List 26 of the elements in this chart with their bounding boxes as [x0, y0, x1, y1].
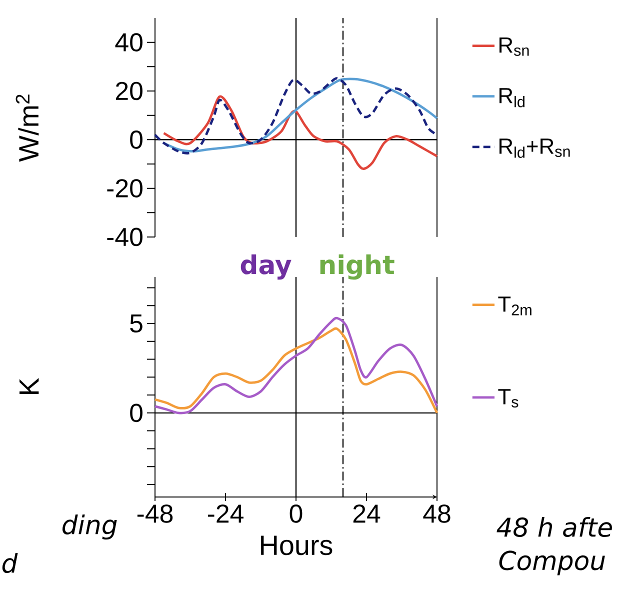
y-axis-title: K: [20, 378, 39, 394]
text: d: [2, 552, 18, 573]
y-tick-label: 40: [115, 33, 142, 52]
y-tick-label: -20: [107, 179, 142, 198]
annotation: day: [240, 254, 292, 280]
y-tick-label: 0: [130, 404, 142, 422]
text: 48 h afte: [496, 516, 612, 537]
x-tick-label: 48: [423, 504, 450, 523]
x-tick-label: -48: [137, 504, 173, 523]
y-tick-label: -40: [107, 228, 142, 246]
legend-label: T$_{s}$: [498, 389, 518, 408]
y-tick-label: 20: [116, 82, 142, 100]
x-tick-label: -24: [208, 504, 244, 523]
x-axis-title: Hours: [261, 536, 332, 556]
legend-label: R$_{sn}$: [500, 38, 529, 56]
annotation: night: [320, 254, 394, 280]
y-axis-title: W/m$^{2}$: [16, 94, 39, 162]
text: ding: [62, 514, 117, 540]
legend-label: R$_{ld}$: [500, 88, 524, 108]
y-tick-label: 5: [130, 314, 142, 333]
y-tick-label: 0: [130, 130, 142, 149]
legend-label: T$_{2m}$: [498, 296, 532, 316]
x-tick-label: 0: [290, 504, 302, 523]
x-tick-label: 24: [353, 504, 380, 523]
legend-label: R$_{ld}$+R$_{sn}$: [500, 138, 570, 158]
text: Compou: [499, 550, 605, 576]
